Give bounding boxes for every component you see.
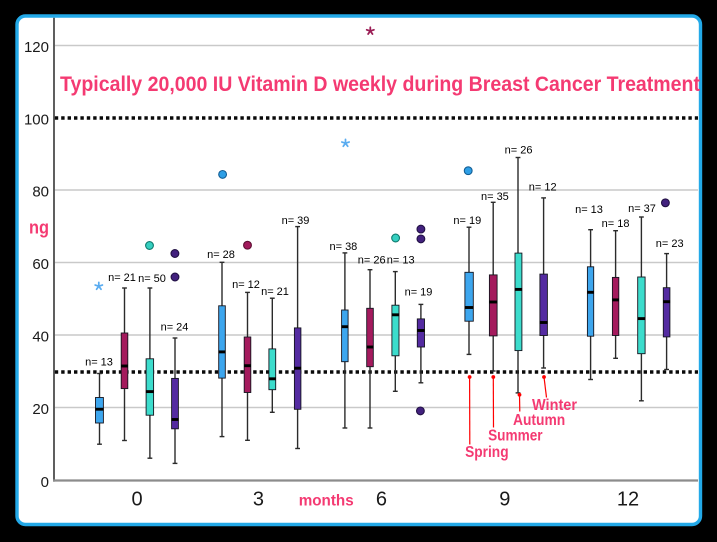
svg-text:Winter: Winter [532, 397, 577, 414]
svg-text:Spring: Spring [465, 444, 509, 461]
svg-text:ng: ng [29, 218, 49, 238]
svg-text:n= 21: n= 21 [261, 286, 289, 298]
svg-text:20: 20 [32, 401, 49, 418]
svg-text:Typically 20,000 IU Vitamin D: Typically 20,000 IU Vitamin D weekly dur… [60, 73, 700, 96]
svg-text:n= 13: n= 13 [85, 356, 113, 368]
svg-text:3: 3 [253, 489, 264, 511]
svg-text:60: 60 [32, 256, 49, 273]
svg-text:120: 120 [24, 39, 49, 56]
svg-text:months: months [299, 493, 354, 510]
svg-text:100: 100 [24, 112, 49, 129]
svg-text:n= 37: n= 37 [628, 203, 656, 215]
svg-text:n= 21: n= 21 [108, 272, 136, 284]
svg-text:n= 12: n= 12 [529, 181, 557, 193]
svg-text:40: 40 [32, 329, 49, 346]
svg-text:n= 19: n= 19 [405, 287, 433, 299]
svg-text:n= 13: n= 13 [575, 204, 603, 216]
svg-text:9: 9 [499, 489, 510, 511]
svg-text:0: 0 [41, 474, 49, 491]
svg-text:n= 24: n= 24 [161, 321, 189, 333]
svg-text:n= 19: n= 19 [453, 215, 481, 227]
svg-text:n= 13: n= 13 [387, 255, 415, 267]
svg-text:n= 18: n= 18 [602, 218, 630, 230]
svg-text:n= 50: n= 50 [138, 273, 166, 285]
svg-text:n= 26: n= 26 [358, 255, 386, 267]
svg-text:n= 39: n= 39 [282, 215, 310, 227]
svg-text:n= 35: n= 35 [481, 191, 509, 203]
svg-text:n= 38: n= 38 [329, 241, 357, 253]
svg-text:n= 26: n= 26 [505, 144, 533, 156]
svg-text:n= 23: n= 23 [656, 238, 684, 250]
svg-text:n= 12: n= 12 [232, 279, 260, 291]
svg-text:6: 6 [376, 489, 387, 511]
svg-text:Summer: Summer [488, 427, 542, 444]
svg-text:Autumn: Autumn [513, 412, 565, 429]
svg-text:12: 12 [617, 489, 639, 511]
svg-text:n= 28: n= 28 [207, 249, 235, 261]
svg-text:80: 80 [32, 184, 49, 201]
svg-text:0: 0 [131, 489, 142, 511]
